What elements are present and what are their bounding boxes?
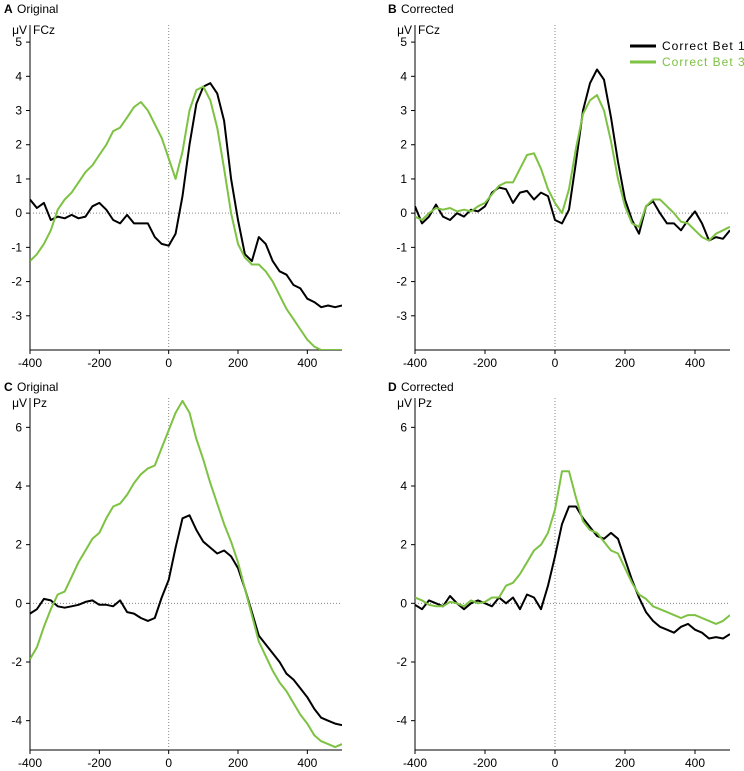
panel-b-ytick-label: 3 [400,104,407,118]
panel-c-xtick-label: 0 [165,756,172,770]
panel-c-ytick-label: -2 [11,655,22,669]
panel-b-ytick-label: -3 [396,309,407,323]
panel-d: D Corrected μV Pz -4 -2 0 2 4 6 -400 -200 0 200 400 [388,380,730,770]
panel-b-letter: B [388,2,397,16]
panel-a: A Original μV FCz -3 -2 -1 0 1 2 3 4 5 -400 -200 0 200 40… [4,2,342,370]
panel-c-channel: Pz [33,396,47,410]
panel-b-xtick-label: 400 [685,356,705,370]
panel-a-ytick-label: 3 [15,104,22,118]
panel-b-ylabel: μV [397,23,412,37]
panel-d-series-bet3-line [415,470,730,625]
panel-a-letter: A [4,2,13,16]
panel-c-title: Original [17,380,58,394]
panel-d-xtick-label: -200 [473,756,497,770]
panel-a-xtick-label: -400 [18,356,42,370]
panel-c-ytick-label: -4 [11,714,22,728]
panel-b-ytick-label: 5 [400,35,407,49]
panel-c-ytick-label: 6 [15,420,22,434]
panel-a-ytick-label: -2 [11,275,22,289]
panel-d-xtick-label: 400 [685,756,705,770]
panel-a-series-bet3-line [30,85,342,350]
panel-d-channel: Pz [418,396,432,410]
panel-a-ylabel: μV [12,23,27,37]
panel-d-ylabel: μV [397,396,412,410]
legend-label-bet1: Correct Bet 1 [662,39,744,53]
panel-d-ytick-label: 4 [400,479,407,493]
panel-b-ytick-label: 2 [400,138,407,152]
legend-label-bet3: Correct Bet 3 [662,55,744,69]
panel-b-xtick-label: 200 [615,356,635,370]
panel-c-xtick-label: 200 [228,756,248,770]
panel-b-ytick-label: 0 [400,206,407,220]
panel-c-ytick-label: 2 [15,538,22,552]
panel-d-ytick-label: -4 [396,714,407,728]
panel-b-channel: FCz [418,23,440,37]
panel-b-ytick-label: 4 [400,69,407,83]
panel-a-ytick-label: -3 [11,309,22,323]
panel-d-letter: D [388,380,397,394]
panel-c-xtick-label: -400 [18,756,42,770]
panel-a-title: Original [17,2,58,16]
panel-b-xtick-label: -400 [403,356,427,370]
panel-a-ytick-label: -1 [11,240,22,254]
panel-c-xtick-label: -200 [87,756,111,770]
panel-b: B Corrected μV FCz -3 -2 -1 0 1 2 3 4 5 -400 -200 0 200 4… [388,2,730,370]
panel-b-ytick-label: 1 [400,172,407,186]
panel-a-xtick-label: 0 [165,356,172,370]
panel-a-ytick-label: 1 [15,172,22,186]
panel-d-xtick-label: 200 [615,756,635,770]
panel-d-xtick-label: -400 [403,756,427,770]
panel-a-xtick-label: 200 [228,356,248,370]
panel-d-title: Corrected [401,380,454,394]
panel-c-ytick-label: 0 [15,596,22,610]
panel-a-xtick-label: 400 [297,356,317,370]
panel-a-channel: FCz [33,23,55,37]
panel-d-ytick-label: 2 [400,538,407,552]
panel-a-ytick-label: 4 [15,69,22,83]
panel-b-series-bet3-line [415,94,730,242]
panel-a-ytick-label: 2 [15,138,22,152]
panel-c-xtick-label: 400 [297,756,317,770]
panel-a-ytick-label: 5 [15,35,22,49]
panel-d-xtick-label: 0 [552,756,559,770]
panel-c-letter: C [4,380,13,394]
panel-c-ylabel: μV [12,396,27,410]
panel-a-ytick-label: 0 [15,206,22,220]
panel-d-ytick-label: 0 [400,596,407,610]
panel-c-series-bet3-line [30,399,342,749]
panel-c-series-bet1-line [30,514,342,727]
panel-c: C Original μV Pz -4 -2 0 2 4 6 -400 -200 0 200 400 [4,380,342,770]
panel-d-ytick-label: 6 [400,420,407,434]
panel-b-ytick-label: -2 [396,275,407,289]
panel-a-series-bet1-line [30,82,342,309]
panel-b-series-bet1-line [415,68,730,242]
panel-a-xtick-label: -200 [87,356,111,370]
legend: Correct Bet 1 Correct Bet 3 [630,39,744,69]
panel-b-title: Corrected [401,2,454,16]
panel-d-ytick-label: -2 [396,655,407,669]
panel-b-ytick-label: -1 [396,240,407,254]
panel-d-series-bet1-line [415,505,730,640]
panel-b-xtick-label: -200 [473,356,497,370]
panel-c-ytick-label: 4 [15,479,22,493]
panel-b-xtick-label: 0 [552,356,559,370]
